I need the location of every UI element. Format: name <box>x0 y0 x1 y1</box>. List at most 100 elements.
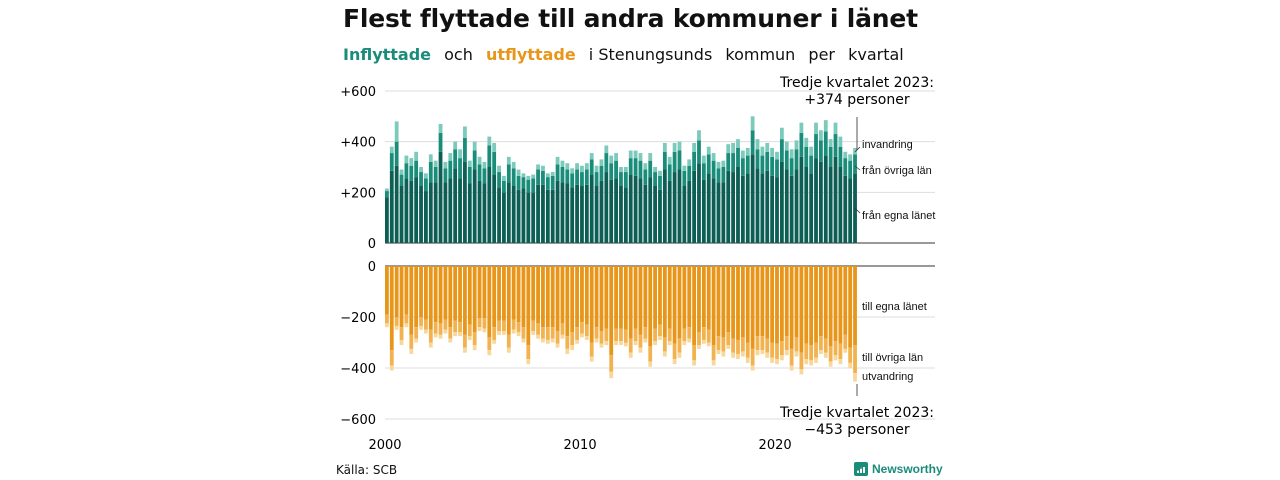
bar-in-ovriga <box>487 145 492 167</box>
bar-out-ovriga <box>565 336 570 349</box>
bar-out-ovriga <box>443 319 448 330</box>
bar-out-ovriga <box>682 328 687 342</box>
bar-out-ovriga <box>604 328 609 342</box>
bar-in-ovriga <box>599 165 604 181</box>
bar-in-egna <box>848 178 853 243</box>
y-tick-label-bottom: −200 <box>340 311 376 326</box>
bar-out-egna <box>628 266 633 339</box>
bar-in-invandring <box>784 141 789 151</box>
bar-in-egna <box>477 180 482 243</box>
bar-out-egna <box>536 266 540 324</box>
bar-in-ovriga <box>838 146 843 167</box>
bar-in-egna <box>794 169 799 243</box>
bar-out-ovriga <box>716 336 721 351</box>
bar-out-ovriga <box>570 332 575 346</box>
bar-in-ovriga <box>536 169 540 185</box>
bar-out-egna <box>453 266 458 321</box>
annotation-bottom-line1: Tredje kvartalet 2023: <box>779 405 934 421</box>
bar-out-ovriga <box>482 318 487 329</box>
bar-out-utvandring <box>818 350 823 354</box>
bar-out-egna <box>502 266 506 321</box>
bar-out-ovriga <box>726 332 731 346</box>
bar-in-egna <box>750 154 755 243</box>
bar-out-utvandring <box>853 373 857 382</box>
bar-out-egna <box>653 266 657 329</box>
bar-in-ovriga <box>448 160 453 179</box>
bar-out-utvandring <box>814 357 818 363</box>
bar-in-invandring <box>853 148 857 155</box>
bar-in-ovriga <box>580 172 584 186</box>
y-tick-label-bottom: −400 <box>340 362 376 377</box>
bar-in-ovriga <box>526 179 531 193</box>
bar-in-ovriga <box>667 164 672 181</box>
bar-in-egna <box>394 165 399 243</box>
bar-out-utvandring <box>779 355 784 361</box>
bar-out-utvandring <box>667 341 672 346</box>
bar-in-invandring <box>692 142 697 152</box>
bar-out-ovriga <box>385 314 389 324</box>
bar-in-egna <box>545 189 550 243</box>
bar-in-egna <box>828 167 833 243</box>
bar-out-ovriga <box>516 322 521 333</box>
bar-out-utvandring <box>770 357 775 363</box>
bar-out-ovriga <box>521 327 526 339</box>
bar-out-egna <box>775 266 779 344</box>
bar-out-utvandring <box>740 351 745 357</box>
bar-out-egna <box>448 266 453 328</box>
bar-in-ovriga <box>740 158 745 176</box>
bar-in-egna <box>589 174 594 243</box>
bar-out-egna <box>594 266 599 328</box>
bar-out-ovriga <box>784 336 789 351</box>
bar-out-ovriga <box>799 352 804 370</box>
bar-out-ovriga <box>838 343 843 360</box>
bar-out-ovriga <box>433 322 438 334</box>
bar-out-utvandring <box>619 341 623 346</box>
bar-in-invandring <box>828 139 833 147</box>
bar-out-utvandring <box>580 333 584 338</box>
bar-in-invandring <box>628 150 633 159</box>
bar-out-ovriga <box>614 328 618 342</box>
bar-in-egna <box>550 189 555 243</box>
bar-in-egna <box>511 186 516 243</box>
bar-out-utvandring <box>794 351 799 357</box>
bar-in-egna <box>565 183 570 243</box>
bar-in-ovriga <box>594 172 599 186</box>
bar-in-egna <box>536 184 540 243</box>
bar-in-egna <box>453 168 458 243</box>
bar-in-ovriga <box>701 163 706 180</box>
bar-in-ovriga <box>443 168 448 183</box>
bar-in-invandring <box>740 150 745 159</box>
bar-out-egna <box>682 266 687 329</box>
bar-in-egna <box>584 184 589 243</box>
bar-in-egna <box>482 183 487 243</box>
bar-out-utvandring <box>833 355 838 361</box>
bar-out-ovriga <box>672 343 677 360</box>
bar-in-egna <box>672 172 677 243</box>
bar-in-egna <box>784 169 789 243</box>
bar-in-ovriga <box>472 150 477 170</box>
bar-in-egna <box>662 169 667 243</box>
bar-in-egna <box>472 169 477 243</box>
bar-in-egna <box>809 173 814 243</box>
bar-out-utvandring <box>804 359 809 365</box>
newsworthy-logo[interactable]: Newsworthy <box>854 462 943 476</box>
bar-out-ovriga <box>667 328 672 342</box>
bar-in-ovriga <box>492 151 497 175</box>
bar-out-utvandring <box>521 338 526 343</box>
bar-in-invandring <box>394 121 399 142</box>
bar-out-egna <box>438 266 443 324</box>
subtitle-inflyttade: Inflyttade <box>343 45 432 64</box>
bar-in-ovriga <box>687 165 692 181</box>
bar-out-egna <box>838 266 843 344</box>
bar-out-egna <box>814 266 818 343</box>
bar-in-egna <box>823 155 828 243</box>
bar-in-invandring <box>448 153 453 161</box>
bar-out-ovriga <box>804 343 809 360</box>
bar-in-egna <box>526 192 531 243</box>
bar-in-ovriga <box>706 154 711 174</box>
bar-out-egna <box>526 266 531 346</box>
bar-in-invandring <box>458 149 462 159</box>
bar-in-ovriga <box>755 149 760 169</box>
bar-out-egna <box>458 266 462 323</box>
bar-out-utvandring <box>516 332 521 337</box>
